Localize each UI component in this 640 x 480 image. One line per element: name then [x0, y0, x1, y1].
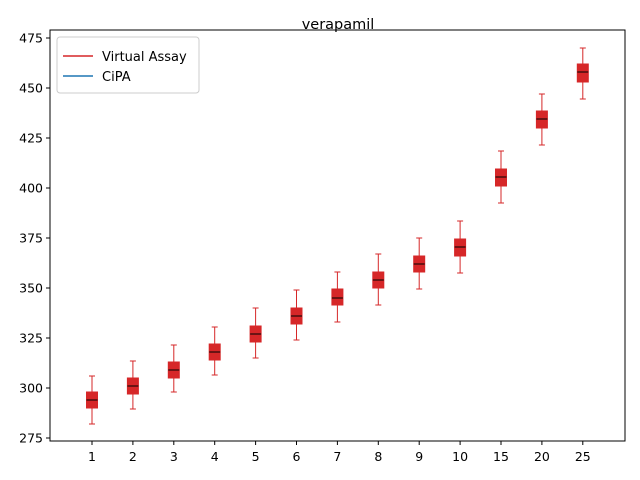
- x-tick-label: 4: [211, 449, 219, 464]
- x-tick-label: 3: [170, 449, 178, 464]
- x-tick-label: 9: [415, 449, 423, 464]
- legend-frame: [56, 36, 200, 94]
- box-6: [290, 289, 303, 341]
- x-tick-label: 1: [88, 449, 96, 464]
- legend: Virtual Assay CiPA: [56, 36, 200, 94]
- box-9: [413, 237, 426, 290]
- y-tick-label: 475: [19, 31, 43, 46]
- x-tick-label: 5: [252, 449, 260, 464]
- y-tick-label: 400: [19, 181, 43, 196]
- box-3: [167, 344, 180, 393]
- chart-title: verapamil: [302, 17, 375, 33]
- box-2: [126, 360, 139, 410]
- box-5: [249, 307, 262, 359]
- box-10: [454, 220, 467, 274]
- box-15: [495, 150, 507, 204]
- plot-area: 275 300 325 350 375 400 425 450 475 1 2 3 4 5 6 7 8 9 10 15…: [19, 31, 591, 465]
- box-8: [372, 253, 385, 306]
- y-tick-label: 425: [19, 131, 43, 146]
- y-tick-label: 375: [19, 231, 43, 246]
- y-tick-label: 300: [19, 381, 43, 396]
- box-25: [576, 47, 589, 100]
- y-tick-label: 350: [19, 281, 43, 296]
- box-1: [86, 375, 98, 425]
- y-tick-label: 450: [19, 81, 43, 96]
- x-tick-label: 6: [293, 449, 301, 464]
- y-tick-label: 275: [19, 431, 43, 446]
- x-tick-label: 2: [129, 449, 137, 464]
- legend-label-cipa: CiPA: [102, 70, 131, 85]
- x-tick-label: 10: [452, 449, 468, 464]
- box-20: [535, 93, 548, 146]
- box-4: [208, 326, 221, 376]
- box-iqr: [576, 63, 589, 83]
- box-7: [331, 271, 344, 323]
- legend-label-virtual-assay: Virtual Assay: [102, 50, 187, 65]
- axes-frame: [49, 29, 626, 442]
- box-iqr: [331, 288, 344, 306]
- x-tick-label: 20: [534, 449, 550, 464]
- x-tick-label: 8: [374, 449, 382, 464]
- x-tick-label: 7: [333, 449, 341, 464]
- x-tick-label: 15: [493, 449, 509, 464]
- x-tick-label: 25: [575, 449, 591, 464]
- y-tick-label: 325: [19, 331, 43, 346]
